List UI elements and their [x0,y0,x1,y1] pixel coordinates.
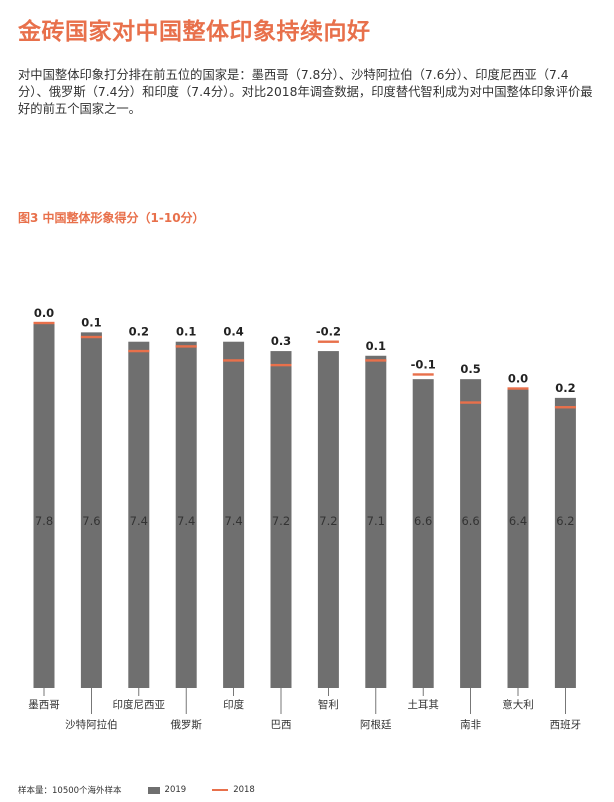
bar-value-label: 7.4 [130,514,148,528]
bar-2019 [554,397,576,688]
legend-label-2019: 2019 [164,785,187,795]
marker-2018 [175,345,197,348]
change-label: -0.2 [316,325,341,339]
category-label: 墨西哥 [28,699,60,711]
change-label: -0.1 [411,357,436,371]
marker-2018 [460,401,482,404]
category-label: 南非 [460,718,481,731]
category-label: 阿根廷 [360,718,392,731]
legend: 样本量：10500个海外样本 2019 2018 [18,784,255,796]
bar-value-label: 7.2 [319,514,337,528]
sample-size-note: 样本量：10500个海外样本 [18,786,122,796]
category-label: 西班牙 [550,719,582,731]
bar-value-label: 7.6 [82,514,100,528]
bar-value-label: 6.2 [556,514,574,528]
legend-swatch-2018 [212,789,229,791]
change-label: 0.1 [176,325,196,339]
bar-2019 [412,379,434,688]
category-label: 土耳其 [407,698,439,711]
change-label: 0.3 [271,334,291,348]
bar-chart: 7.8 0.0 墨西哥 7.6 0.1 沙特阿拉伯 7.4 0.2 印度尼西亚 7.4 0.1 俄罗斯… [28,306,582,731]
bar-2019 [128,341,150,688]
marker-2018 [365,359,387,362]
category-label: 印度尼西亚 [113,698,166,711]
bar-2019 [317,351,339,688]
category-label: 沙特阿拉伯 [65,718,118,731]
bar-value-label: 6.4 [509,514,527,528]
change-label: 0.1 [81,315,101,329]
category-label: 智利 [318,698,339,711]
bar-2019 [80,332,102,688]
bar-2019 [270,351,292,688]
bar-2019 [175,341,197,688]
marker-2018 [223,359,245,362]
marker-2018 [33,321,55,325]
marker-2018 [412,373,434,376]
category-label: 巴西 [271,719,292,731]
marker-2018 [128,349,150,353]
bar-2019 [365,355,387,688]
bar-value-label: 7.1 [367,514,385,528]
bar-2019 [33,323,55,688]
change-label: 0.2 [129,325,149,339]
bar-2019 [460,379,482,688]
change-label: 0.0 [34,306,54,320]
change-label: 0.4 [223,325,243,339]
legend-swatch-2019 [147,786,160,794]
marker-2018 [507,387,529,390]
bar-value-label: 7.2 [272,514,290,528]
category-label: 俄罗斯 [170,718,202,731]
category-label: 意大利 [502,698,534,711]
page-title: 金砖国家对中国整体印象持续向好 [18,19,371,45]
chart-title: 图3 中国整体形象得分（1-10分） [18,211,205,225]
bar-value-label: 7.4 [177,514,195,528]
bar-value-label: 6.6 [414,514,432,528]
bar-2019 [223,341,245,688]
bar-2019 [507,388,529,688]
marker-2018 [270,363,292,367]
category-label: 印度 [223,698,244,711]
change-label: 0.2 [555,381,575,395]
intro-paragraph: 对中国整体印象打分排在前五位的国家是：墨西哥（7.8分）、沙特阿拉伯（7.6分）… [18,68,593,116]
bar-value-label: 7.4 [224,514,242,528]
bar-value-label: 7.8 [35,514,53,528]
marker-2018 [554,406,576,409]
legend-label-2018: 2018 [233,785,255,795]
marker-2018 [317,340,339,343]
change-label: 0.0 [508,372,528,386]
change-label: 0.5 [460,362,480,376]
change-label: 0.1 [366,339,386,353]
marker-2018 [80,335,102,339]
bar-value-label: 6.6 [461,514,479,528]
